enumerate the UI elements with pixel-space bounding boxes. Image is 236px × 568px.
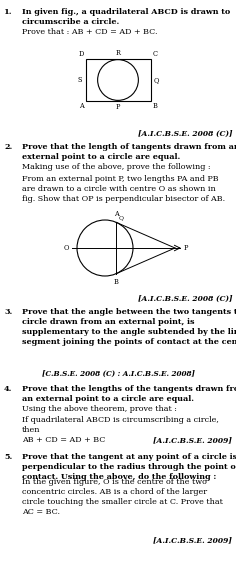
- Text: If quadrilateral ABCD is circumscribing a circle,
then: If quadrilateral ABCD is circumscribing …: [22, 416, 219, 434]
- Text: S: S: [78, 76, 83, 84]
- Text: 2.: 2.: [4, 143, 12, 151]
- Text: A: A: [114, 210, 118, 218]
- Text: [C.B.S.E. 2008 (C) : A.I.C.B.S.E. 2008]: [C.B.S.E. 2008 (C) : A.I.C.B.S.E. 2008]: [42, 370, 194, 378]
- Text: 4.: 4.: [4, 385, 12, 393]
- Text: AB + CD = AD + BC: AB + CD = AD + BC: [22, 436, 105, 444]
- Text: From an external point P, two lengths PA and PB
are drawn to a circle with centr: From an external point P, two lengths PA…: [22, 175, 225, 203]
- Text: [A.I.C.B.S.E. 2008 (C)]: [A.I.C.B.S.E. 2008 (C)]: [138, 295, 232, 303]
- Text: O: O: [63, 244, 69, 252]
- Text: Prove that the lengths of the tangents drawn from
an external point to a circle : Prove that the lengths of the tangents d…: [22, 385, 236, 403]
- Text: P: P: [116, 103, 120, 111]
- Text: Q: Q: [118, 215, 123, 220]
- Text: B: B: [114, 278, 119, 286]
- Text: 5.: 5.: [4, 453, 12, 461]
- Text: Prove that the angle between the two tangents to a
circle drawn from an external: Prove that the angle between the two tan…: [22, 308, 236, 346]
- Text: Making use of the above, prove the following :: Making use of the above, prove the follo…: [22, 163, 211, 171]
- Text: C: C: [152, 50, 157, 58]
- Text: In given fig., a quadrilateral ABCD is drawn to
circumscribe a circle.: In given fig., a quadrilateral ABCD is d…: [22, 8, 230, 26]
- Text: 3.: 3.: [4, 308, 12, 316]
- Text: [A.I.C.B.S.E. 2008 (C)]: [A.I.C.B.S.E. 2008 (C)]: [138, 130, 232, 138]
- Text: B: B: [152, 102, 157, 110]
- Text: Prove that the length of tangents drawn from an
external point to a circle are e: Prove that the length of tangents drawn …: [22, 143, 236, 161]
- Text: A: A: [79, 102, 84, 110]
- Text: Using the above theorem, prove that :: Using the above theorem, prove that :: [22, 405, 177, 413]
- Text: P: P: [184, 244, 188, 252]
- Text: R: R: [115, 49, 121, 57]
- Text: Prove that : AB + CD = AD + BC.: Prove that : AB + CD = AD + BC.: [22, 28, 157, 36]
- Text: Prove that the tangent at any point of a circle is
perpendicular to the radius t: Prove that the tangent at any point of a…: [22, 453, 236, 481]
- Text: [A.I.C.B.S.E. 2009]: [A.I.C.B.S.E. 2009]: [153, 436, 232, 444]
- Text: [A.I.C.B.S.E. 2009]: [A.I.C.B.S.E. 2009]: [153, 536, 232, 544]
- Text: In the given figure, O is the centre of the two
concentric circles. AB is a chor: In the given figure, O is the centre of …: [22, 478, 223, 516]
- Text: Q: Q: [153, 76, 159, 84]
- Text: 1.: 1.: [4, 8, 13, 16]
- Text: D: D: [78, 50, 84, 58]
